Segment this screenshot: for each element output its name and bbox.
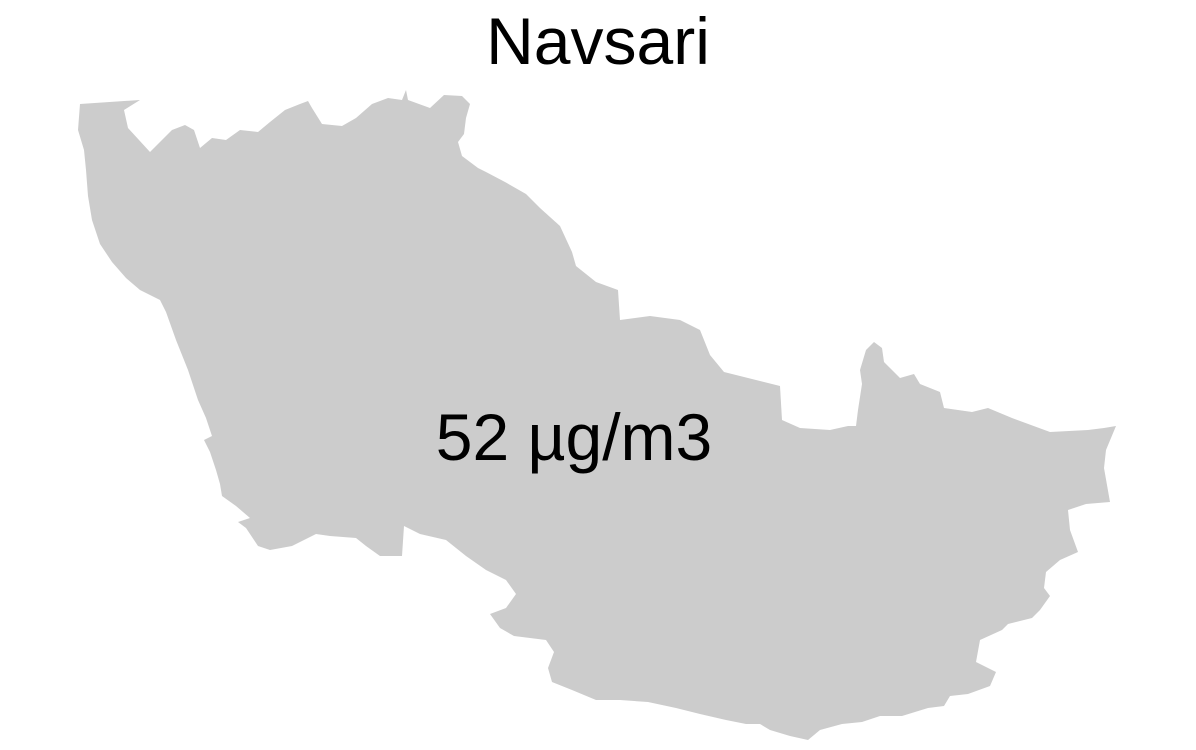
map-title: Navsari [0, 2, 1196, 80]
pollution-value-label: 52 µg/m3 [374, 398, 774, 476]
